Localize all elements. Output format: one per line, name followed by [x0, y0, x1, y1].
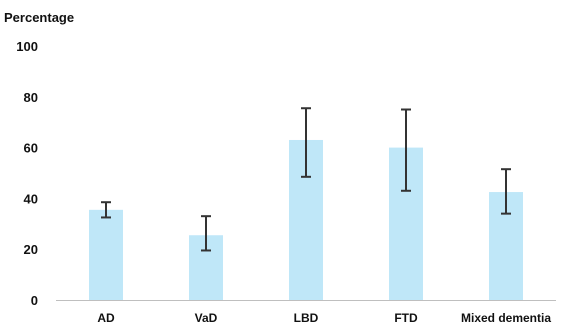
y-tick-label: 20	[24, 242, 38, 257]
y-tick-label: 0	[31, 293, 38, 308]
y-tick-label: 60	[24, 141, 38, 156]
x-tick-label: Mixed dementia	[461, 311, 551, 325]
y-tick-label: 40	[24, 191, 38, 206]
y-tick-label: 100	[16, 39, 38, 54]
y-axis-label: Percentage	[4, 10, 74, 25]
x-tick-label: VaD	[195, 311, 218, 325]
x-tick-label: FTD	[394, 311, 418, 325]
error-bars	[101, 107, 511, 252]
x-tick-label: AD	[97, 311, 115, 325]
y-axis-ticks: 0 20 40 60 80 100	[16, 39, 38, 308]
y-tick-label: 80	[24, 90, 38, 105]
x-axis-labels: AD VaD LBD FTD Mixed dementia	[97, 311, 551, 325]
x-tick-label: LBD	[294, 311, 319, 325]
bar	[89, 209, 123, 300]
